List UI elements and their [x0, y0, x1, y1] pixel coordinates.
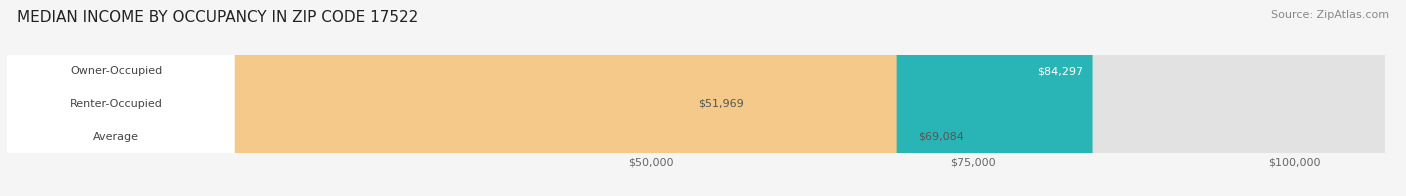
FancyBboxPatch shape [7, 0, 235, 196]
FancyBboxPatch shape [7, 0, 235, 196]
Text: $69,084: $69,084 [918, 132, 965, 142]
FancyBboxPatch shape [7, 0, 1385, 196]
FancyBboxPatch shape [7, 0, 1092, 196]
FancyBboxPatch shape [7, 0, 1385, 196]
Text: Average: Average [93, 132, 139, 142]
FancyBboxPatch shape [7, 0, 1385, 196]
Text: MEDIAN INCOME BY OCCUPANCY IN ZIP CODE 17522: MEDIAN INCOME BY OCCUPANCY IN ZIP CODE 1… [17, 10, 418, 25]
FancyBboxPatch shape [7, 0, 235, 196]
Text: $51,969: $51,969 [697, 99, 744, 109]
FancyBboxPatch shape [7, 0, 897, 196]
Text: Source: ZipAtlas.com: Source: ZipAtlas.com [1271, 10, 1389, 20]
Text: Renter-Occupied: Renter-Occupied [70, 99, 163, 109]
FancyBboxPatch shape [7, 0, 676, 196]
Text: Owner-Occupied: Owner-Occupied [70, 66, 162, 76]
Text: $84,297: $84,297 [1038, 66, 1084, 76]
